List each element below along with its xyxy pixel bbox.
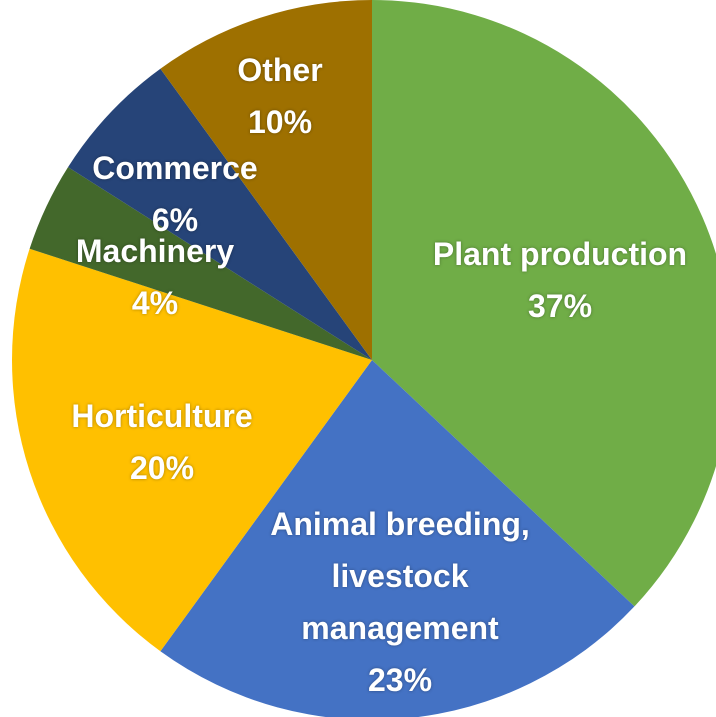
value-label: 23%: [367, 662, 433, 698]
value-label: 10%: [247, 104, 313, 140]
pie-slice: [160, 360, 635, 717]
pie-slice: [29, 167, 372, 360]
slice-label: Other 10%: [200, 44, 360, 148]
value-label: 4%: [131, 285, 179, 321]
value-label: 20%: [129, 450, 195, 486]
category-label: Machinery: [75, 233, 235, 269]
slice-label: Machinery 4%: [45, 225, 265, 329]
category-label: Commerce: [92, 150, 258, 186]
category-label: Plant production: [432, 236, 688, 272]
pie-slice: [68, 68, 373, 361]
pie-slice: [372, 0, 716, 607]
slice-label: Animal breeding, livestock management 23%: [240, 498, 560, 706]
pie-slice: [11, 248, 372, 652]
pie-slice: [160, 0, 372, 360]
slice-label: Plant production 37%: [395, 228, 716, 332]
value-label: 6%: [151, 202, 199, 238]
slice-label: Commerce 6%: [65, 142, 285, 246]
category-label: Horticulture: [71, 398, 253, 434]
slice-label: Horticulture 20%: [32, 390, 292, 494]
category-label: Animal breeding, livestock management: [270, 506, 530, 646]
value-label: 37%: [527, 288, 593, 324]
category-label: Other: [237, 52, 323, 88]
